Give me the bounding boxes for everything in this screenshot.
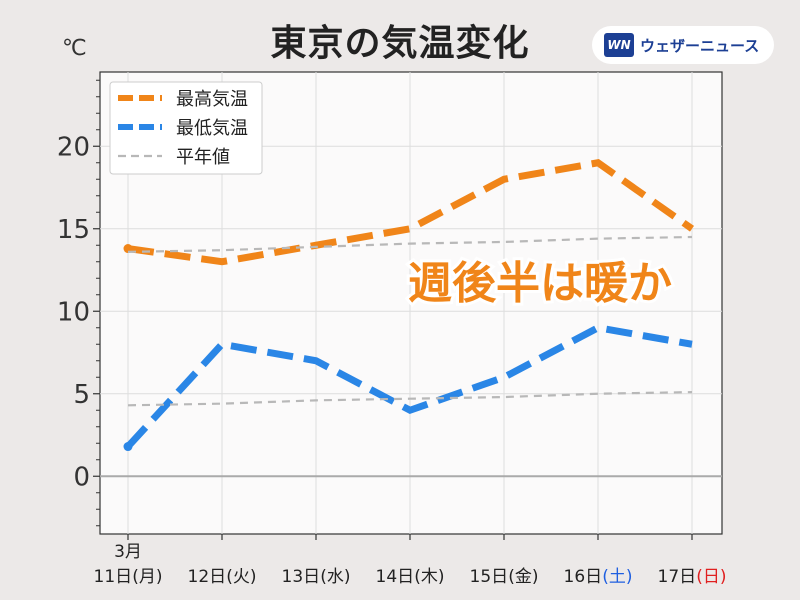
legend-label: 最高気温 [176,89,248,110]
x-tick-day: 12日 [188,567,227,587]
x-tick-weekday: (金) [508,567,538,587]
x-tick-label: 17日(日) [658,567,727,587]
y-tick-label: 10 [57,297,90,327]
x-tick-weekday: (水) [320,567,350,587]
y-tick-label: 5 [73,380,90,410]
weathernews-logo-icon: WN [604,33,634,57]
y-tick-label: 15 [57,215,90,245]
x-tick-day: 17日 [658,567,697,587]
x-tick-weekday: (火) [226,567,256,587]
normal-temp-line [127,235,693,253]
x-tick-label: 16日(土) [564,567,633,587]
legend-label: 最低気温 [176,118,248,139]
x-tick-weekday: (木) [414,567,444,587]
x-tick-day: 13日 [282,567,321,587]
x-month-label: 3月 [114,542,142,562]
x-tick-day: 16日 [564,567,603,587]
data-point [123,442,133,452]
x-tick-label: 13日(水) [282,567,351,587]
x-tick-label: 11日(月) [94,567,163,587]
x-tick-weekday: (月) [132,567,162,587]
y-tick-label: 0 [73,462,90,492]
x-tick-label: 14日(木) [376,567,445,587]
normal-temp-line [127,391,693,407]
brand-badge: WN ウェザーニュース [592,26,774,64]
x-tick-day: 11日 [94,567,133,587]
annotation-text: 週後半は暖か [408,258,672,309]
legend-label: 平年値 [176,147,230,168]
chart-title: 東京の気温変化 [270,23,530,64]
y-tick-label: 20 [57,132,90,162]
x-tick-label: 15日(金) [470,567,539,587]
x-tick-label: 12日(火) [188,567,257,587]
y-axis-unit: ℃ [62,36,87,61]
x-tick-day: 14日 [376,567,415,587]
x-tick-weekday: (土) [602,567,632,587]
x-tick-weekday: (日) [696,567,726,587]
legend-box [109,81,263,175]
brand-name: ウェザーニュース [640,36,760,55]
x-tick-day: 15日 [470,567,509,587]
